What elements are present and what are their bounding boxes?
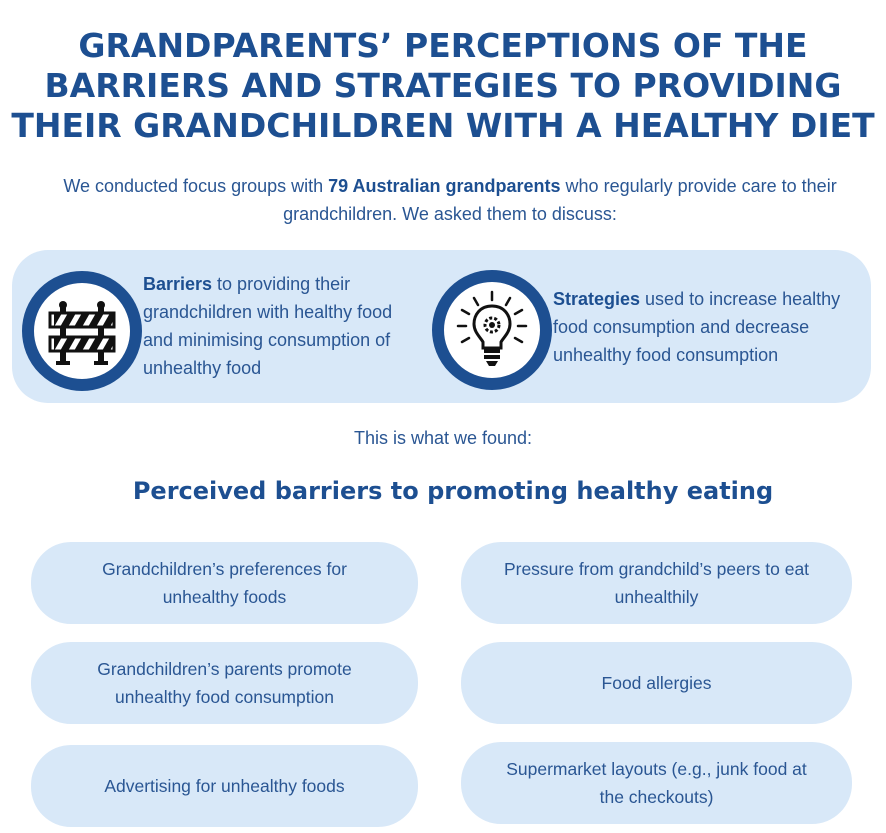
strategies-label: Strategies (553, 289, 641, 309)
road-barrier-icon (22, 271, 142, 391)
title-line-1: GRANDPARENTS’ PERCEPTIONS OF THE (78, 26, 808, 65)
page-title: GRANDPARENTS’ PERCEPTIONS OF THE BARRIER… (0, 26, 886, 146)
barriers-text: to providing their grandchildren with he… (143, 274, 393, 378)
intro-highlight: 79 Australian grandparents (328, 176, 561, 196)
section-title: Perceived barriers to promoting healthy … (132, 477, 774, 505)
title-line-3: THEIR GRANDCHILDREN WITH A HEALTHY DIET (11, 106, 875, 145)
found-text: This is what we found: (353, 428, 533, 448)
barriers-label: Barriers (143, 274, 213, 294)
barriers-description: Barriers to providing their grandchildre… (143, 270, 423, 382)
intro-text-after: who regularly provide care to their gran… (283, 176, 837, 224)
lightbulb-gear-icon (432, 270, 552, 390)
barrier-item: Grandchildren’s parents promote unhealth… (31, 642, 418, 724)
barrier-item: Advertising for unhealthy foods (31, 745, 418, 827)
barrier-item: Pressure from grandchild’s peers to eat … (461, 542, 852, 624)
barrier-item: Food allergies (461, 642, 852, 724)
strategies-text: used to increase healthy food consumptio… (553, 289, 841, 365)
intro-paragraph: We conducted focus groups with 79 Austra… (40, 172, 860, 228)
title-line-2: BARRIERS AND STRATEGIES TO PROVIDING (44, 66, 842, 105)
intro-text-before: We conducted focus groups with (63, 176, 329, 196)
barrier-item: Grandchildren’s preferences for unhealth… (31, 542, 418, 624)
discussion-topics-panel: Barriers to providing their grandchildre… (12, 250, 871, 403)
strategies-description: Strategies used to increase healthy food… (553, 285, 863, 369)
barrier-item: Supermarket layouts (e.g., junk food at … (461, 742, 852, 824)
